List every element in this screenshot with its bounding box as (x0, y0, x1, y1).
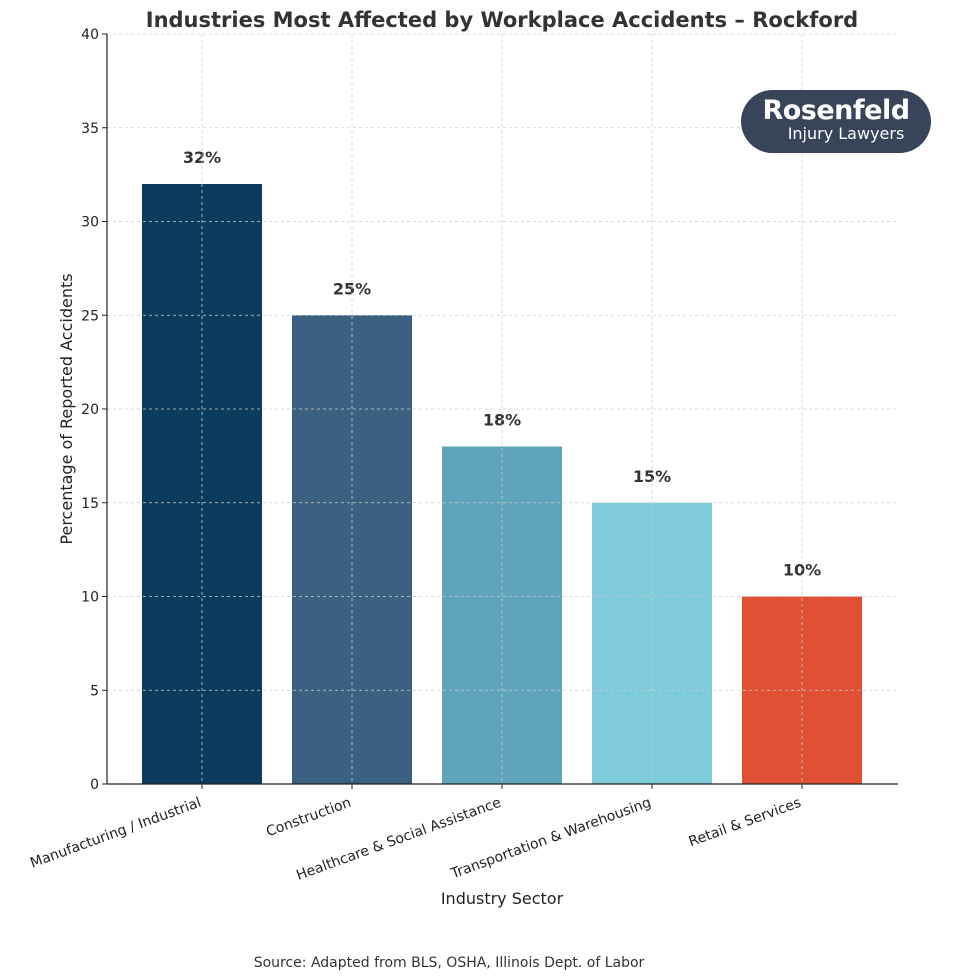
rosenfeld-logo: Rosenfeld Injury Lawyers (741, 90, 931, 153)
y-tick-label: 25 (81, 308, 99, 324)
y-tick-label: 20 (81, 402, 99, 418)
x-tick-label: Construction (264, 795, 353, 841)
x-tick-label: Retail & Services (687, 795, 804, 851)
logo-line1: Rosenfeld (762, 95, 910, 126)
x-axis-label: Industry Sector (441, 889, 564, 908)
data-label: 32% (183, 148, 221, 167)
y-tick-label: 35 (81, 121, 99, 137)
x-tick-label: Manufacturing / Industrial (28, 795, 203, 872)
bars: 32%25%18%15%10% (107, 33, 898, 785)
logo-line2: Injury Lawyers (787, 124, 905, 143)
data-label: 15% (633, 467, 671, 486)
y-axis-label: Percentage of Reported Accidents (57, 273, 76, 544)
y-tick-label: 5 (90, 683, 99, 699)
y-tick-label: 40 (81, 27, 99, 43)
y-tick-label: 15 (81, 496, 99, 512)
source-note: Source: Adapted from BLS, OSHA, Illinois… (254, 955, 645, 971)
y-tick-label: 10 (81, 590, 99, 606)
y-tick-label: 0 (90, 777, 99, 793)
y-tick-label: 30 (81, 215, 99, 231)
chart-title: Industries Most Affected by Workplace Ac… (146, 8, 858, 32)
bar (292, 315, 412, 784)
